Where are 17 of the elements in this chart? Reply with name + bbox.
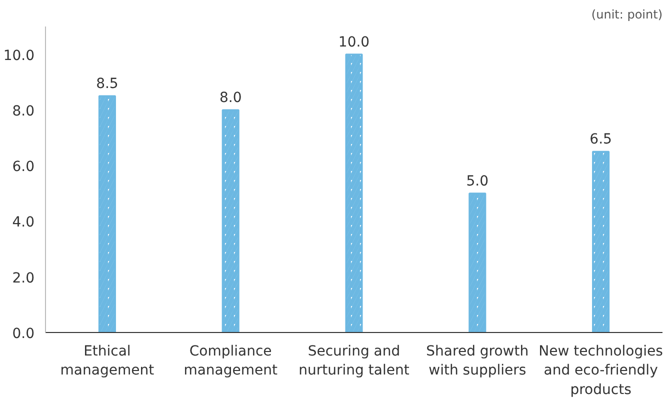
x-tick-label: Ethical management <box>60 344 155 379</box>
data-label: 5.0 <box>466 173 489 190</box>
text: (unit: point) <box>591 8 663 22</box>
x-tick-label: Securing and nurturing talent <box>298 344 410 379</box>
x-tick-label: Compliance management <box>184 344 278 379</box>
y-tick-label: 0.0 <box>12 326 34 342</box>
data-label: 8.5 <box>96 76 118 92</box>
x-tick-label: New technologies and eco-friendly products <box>538 344 663 398</box>
x-tick-label: Shared growth with suppliers <box>426 344 529 379</box>
y-tick-label: 4.0 <box>12 214 34 231</box>
y-tick-label: 8.0 <box>12 103 34 120</box>
data-label: 10.0 <box>338 34 370 50</box>
y-tick-label: 6.0 <box>12 159 34 176</box>
y-tick-label: 2.0 <box>12 270 34 286</box>
y-tick-label: 10.0 <box>3 48 34 64</box>
data-label: 8.0 <box>219 90 242 106</box>
data-label: 6.5 <box>590 132 612 148</box>
